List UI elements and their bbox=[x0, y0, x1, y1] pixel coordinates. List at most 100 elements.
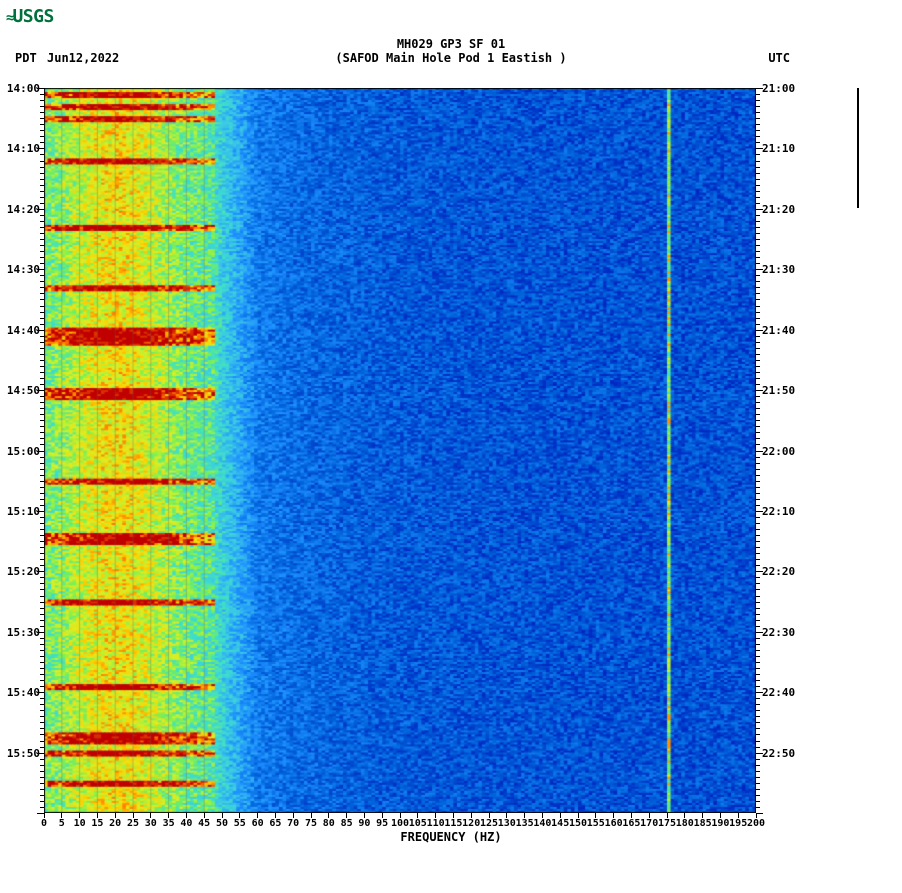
ytick-mark bbox=[756, 783, 760, 784]
ytick-mark bbox=[40, 197, 44, 198]
ytick-mark bbox=[40, 686, 44, 687]
ytick-mark bbox=[40, 614, 44, 615]
ytick-mark bbox=[40, 529, 44, 530]
xtick-mark bbox=[489, 813, 490, 818]
xtick: 90 bbox=[358, 818, 370, 829]
xtick-mark bbox=[738, 813, 739, 818]
ytick-mark bbox=[40, 759, 44, 760]
xtick-mark bbox=[400, 813, 401, 818]
ytick-mark bbox=[756, 728, 760, 729]
timezone-right: UTC bbox=[768, 51, 790, 65]
ytick-right: 22:40 bbox=[762, 686, 795, 699]
xtick: 130 bbox=[498, 818, 516, 829]
ytick-mark bbox=[756, 191, 760, 192]
xtick-mark bbox=[542, 813, 543, 818]
ytick-mark bbox=[756, 747, 760, 748]
ytick-mark bbox=[40, 789, 44, 790]
ytick-mark bbox=[40, 396, 44, 397]
ytick-mark bbox=[40, 227, 44, 228]
ytick-mark bbox=[756, 281, 760, 282]
ytick-left: 14:00 bbox=[4, 82, 40, 95]
ytick-mark bbox=[40, 100, 44, 101]
xtick: 0 bbox=[41, 818, 47, 829]
ytick-mark bbox=[40, 130, 44, 131]
ytick-mark bbox=[40, 577, 44, 578]
ytick-mark bbox=[756, 197, 760, 198]
ytick-mark bbox=[756, 118, 760, 119]
xtick: 60 bbox=[252, 818, 264, 829]
xtick: 115 bbox=[444, 818, 462, 829]
ytick-right: 22:00 bbox=[762, 445, 795, 458]
ytick-mark bbox=[756, 777, 760, 778]
ytick-mark bbox=[40, 644, 44, 645]
ytick-mark bbox=[40, 487, 44, 488]
ytick-mark bbox=[40, 583, 44, 584]
xtick-mark bbox=[382, 813, 383, 818]
ytick-mark bbox=[756, 306, 760, 307]
ytick-mark bbox=[40, 620, 44, 621]
xtick: 45 bbox=[198, 818, 210, 829]
ytick-mark bbox=[40, 499, 44, 500]
chart-title-1: MH029 GP3 SF 01 bbox=[0, 37, 902, 51]
ytick-mark bbox=[40, 704, 44, 705]
xtick-mark bbox=[506, 813, 507, 818]
ytick-mark bbox=[756, 559, 760, 560]
ytick-mark bbox=[756, 571, 763, 572]
ytick-mark bbox=[756, 686, 760, 687]
ytick-mark bbox=[40, 523, 44, 524]
ytick-mark bbox=[756, 408, 760, 409]
ytick-mark bbox=[40, 807, 44, 808]
ytick-mark bbox=[40, 475, 44, 476]
ytick-mark bbox=[756, 481, 760, 482]
ytick-right: 22:20 bbox=[762, 565, 795, 578]
ytick-mark bbox=[40, 626, 44, 627]
ytick-mark bbox=[756, 287, 760, 288]
xtick: 105 bbox=[409, 818, 427, 829]
ytick-mark bbox=[40, 432, 44, 433]
ytick-mark bbox=[756, 215, 760, 216]
xtick: 180 bbox=[676, 818, 694, 829]
ytick-mark bbox=[756, 293, 760, 294]
ytick-mark bbox=[40, 734, 44, 735]
xtick-mark bbox=[417, 813, 418, 818]
ytick-mark bbox=[756, 179, 760, 180]
ytick-mark bbox=[40, 312, 44, 313]
ytick-mark bbox=[756, 251, 760, 252]
ytick-left: 15:10 bbox=[4, 505, 40, 518]
ytick-left: 15:40 bbox=[4, 686, 40, 699]
xtick-mark bbox=[311, 813, 312, 818]
xtick: 120 bbox=[462, 818, 480, 829]
side-bar-mark bbox=[857, 88, 859, 208]
ytick-mark bbox=[756, 420, 760, 421]
ytick-right: 21:10 bbox=[762, 142, 795, 155]
ytick-mark bbox=[756, 716, 760, 717]
ytick-mark bbox=[756, 529, 760, 530]
ytick-mark bbox=[756, 463, 760, 464]
ytick-mark bbox=[40, 795, 44, 796]
ytick-mark bbox=[756, 330, 763, 331]
ytick-mark bbox=[40, 154, 44, 155]
ytick-mark bbox=[40, 384, 44, 385]
xtick-mark bbox=[667, 813, 668, 818]
ytick-mark bbox=[40, 493, 44, 494]
ytick-mark bbox=[756, 239, 760, 240]
xtick: 195 bbox=[729, 818, 747, 829]
xtick-mark bbox=[560, 813, 561, 818]
ytick-mark bbox=[756, 475, 760, 476]
xtick-mark bbox=[275, 813, 276, 818]
ytick-mark bbox=[40, 608, 44, 609]
ytick-mark bbox=[40, 777, 44, 778]
ytick-mark bbox=[37, 390, 44, 391]
ytick-mark bbox=[40, 535, 44, 536]
ytick-mark bbox=[756, 360, 760, 361]
ytick-mark bbox=[756, 88, 763, 89]
ytick-mark bbox=[37, 753, 44, 754]
xtick: 30 bbox=[145, 818, 157, 829]
ytick-mark bbox=[756, 348, 760, 349]
ytick-mark bbox=[756, 203, 760, 204]
ytick-mark bbox=[756, 469, 760, 470]
ytick-mark bbox=[756, 589, 760, 590]
ytick-mark bbox=[756, 722, 760, 723]
ytick-mark bbox=[40, 173, 44, 174]
xtick: 125 bbox=[480, 818, 498, 829]
